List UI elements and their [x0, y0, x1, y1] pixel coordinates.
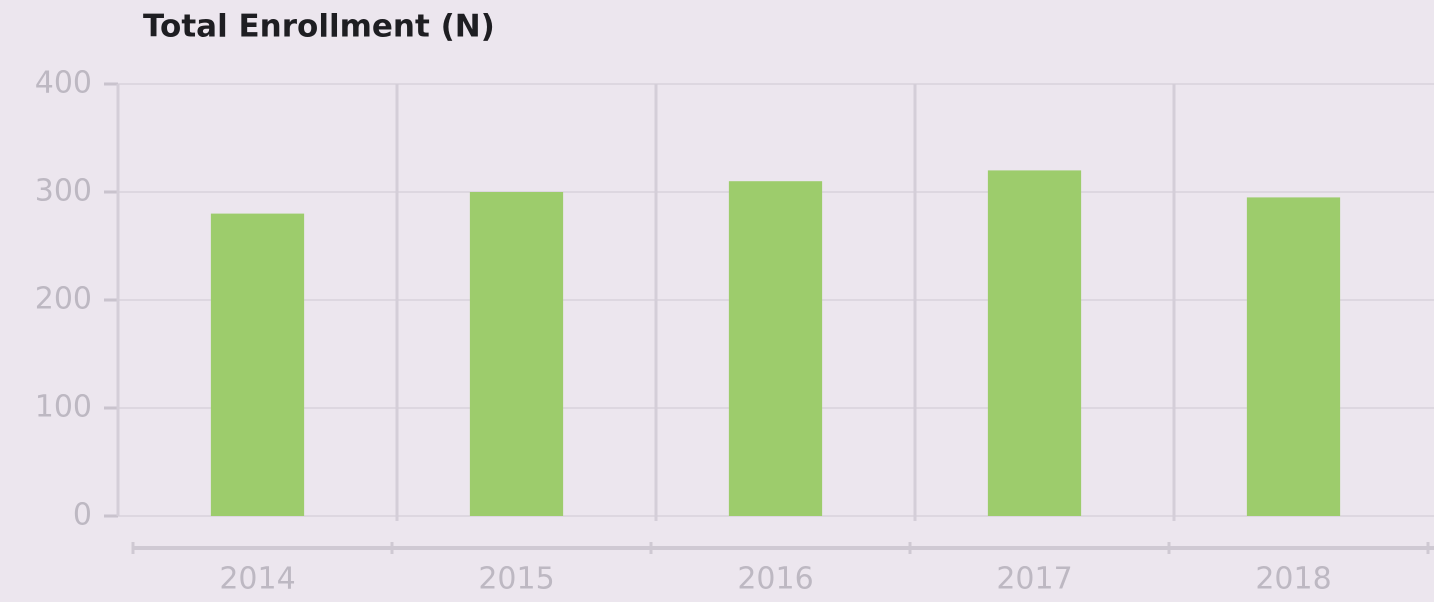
bar [987, 170, 1082, 516]
bar [469, 192, 564, 516]
bar [210, 213, 305, 516]
x-tick-label: 2014 [219, 562, 295, 597]
y-tick-label: 200 [35, 282, 92, 317]
bar [1246, 197, 1341, 516]
x-tick-label: 2017 [996, 562, 1072, 597]
y-tick-label: 100 [35, 390, 92, 425]
chart-title: Total Enrollment (N) [143, 9, 495, 45]
bar [728, 181, 823, 516]
x-tick-label: 2018 [1255, 562, 1331, 597]
x-tick-label: 2016 [737, 562, 813, 597]
y-tick-label: 400 [35, 66, 92, 101]
y-tick-label: 300 [35, 174, 92, 209]
y-tick-label: 0 [73, 498, 92, 533]
x-tick-label: 2015 [478, 562, 554, 597]
